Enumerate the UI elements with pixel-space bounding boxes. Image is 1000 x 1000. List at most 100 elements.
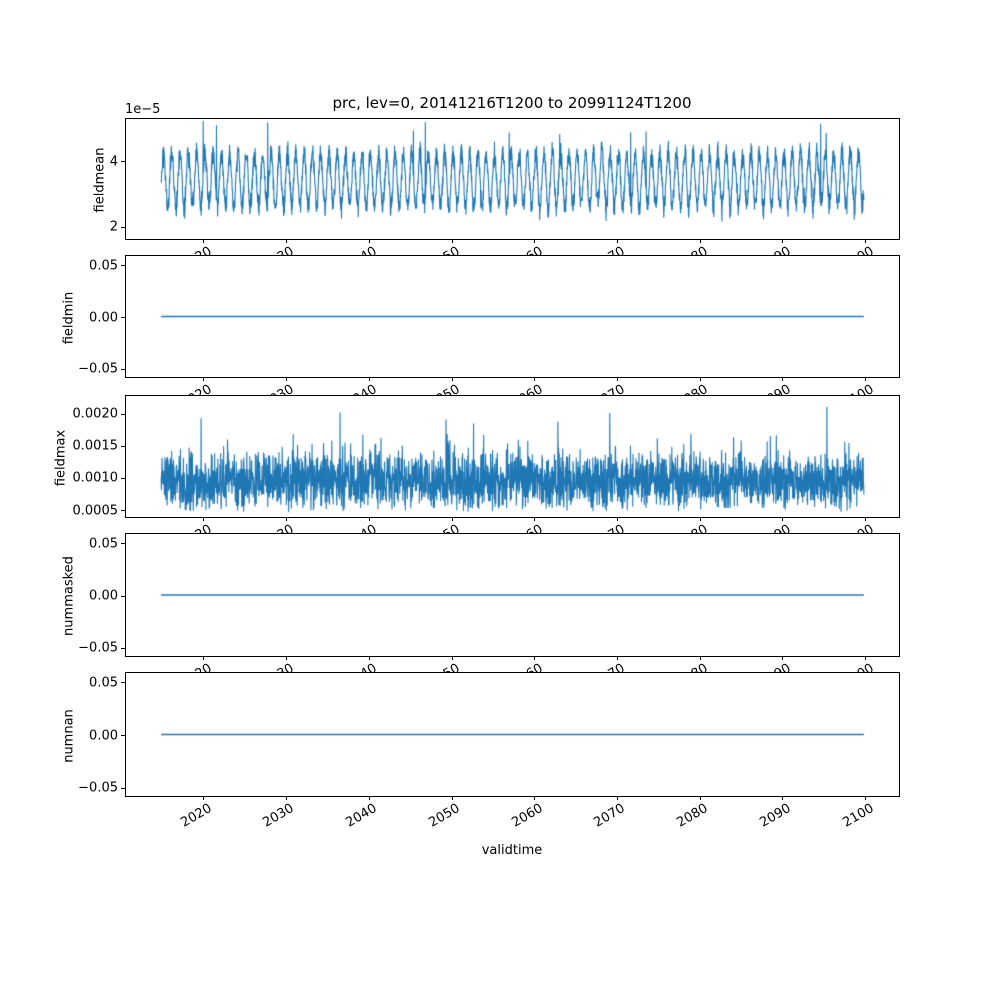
x-tick-mark — [865, 797, 867, 800]
fieldmean-series-canvas — [126, 119, 899, 239]
x-tick-mark — [699, 797, 701, 800]
x-tick-mark — [782, 797, 784, 800]
x-tick-mark — [616, 518, 618, 521]
y-tick-mark — [121, 510, 125, 512]
x-tick-mark — [451, 797, 453, 800]
x-tick-mark — [203, 797, 205, 800]
x-tick-mark — [286, 378, 288, 381]
x-tick-mark — [451, 378, 453, 381]
x-tick-mark — [286, 518, 288, 521]
nummasked-series-canvas — [126, 534, 899, 656]
y-tick-mark — [121, 265, 125, 267]
x-tick-mark — [286, 797, 288, 800]
y-tick-label: 0.0010 — [72, 470, 119, 486]
y-tick-mark — [121, 161, 125, 163]
x-tick-mark — [203, 378, 205, 381]
x-tick-mark — [368, 240, 370, 243]
x-tick-mark — [286, 240, 288, 243]
x-tick-label: 2090 — [757, 801, 794, 831]
y-tick-label: 0.00 — [89, 728, 118, 743]
x-tick-mark — [699, 240, 701, 243]
x-tick-mark — [451, 240, 453, 243]
fieldmin-axis-label: fieldmin — [61, 291, 77, 344]
x-tick-mark — [203, 518, 205, 521]
y-tick-label: −0.05 — [78, 640, 118, 656]
x-tick-mark — [368, 378, 370, 381]
y-tick-mark — [121, 445, 125, 447]
x-tick-mark — [699, 657, 701, 660]
numnan-series-canvas — [126, 673, 899, 796]
y-tick-label: 0.00 — [89, 310, 118, 325]
numnan-axis-label: numnan — [61, 708, 77, 763]
x-tick-mark — [534, 797, 536, 800]
y-tick-label: −0.05 — [78, 780, 118, 796]
x-tick-mark — [782, 657, 784, 660]
x-axis-label: validtime — [481, 843, 543, 858]
x-tick-label: 2080 — [674, 801, 711, 831]
x-tick-mark — [782, 378, 784, 381]
x-tick-label: 2100 — [840, 801, 877, 831]
y-tick-label: 0.05 — [89, 258, 118, 274]
x-tick-label: 2020 — [178, 801, 215, 831]
x-tick-mark — [368, 657, 370, 660]
x-tick-mark — [203, 657, 205, 660]
x-tick-mark — [534, 518, 536, 521]
x-tick-mark — [782, 240, 784, 243]
y-tick-mark — [121, 595, 125, 597]
x-tick-mark — [616, 240, 618, 243]
x-tick-mark — [865, 657, 867, 660]
y-tick-label: 0.05 — [89, 675, 118, 691]
y-tick-label: 4 — [109, 154, 118, 170]
subplot-numnan: numnan −0.05 0.00 0.05 2020 2030 2040 2050 2060… — [62, 672, 900, 831]
x-tick-mark — [865, 518, 867, 521]
fieldmean-offset-label: 1e−5 — [125, 102, 161, 117]
y-tick-label: −0.05 — [78, 361, 118, 377]
x-tick-label: 2030 — [260, 801, 298, 831]
y-tick-mark — [121, 317, 125, 318]
y-tick-mark — [121, 543, 125, 545]
nummasked-axis-label: nummasked — [61, 556, 77, 636]
y-tick-label: 0.0020 — [72, 406, 119, 422]
subplot-fieldmax: fieldmax 0.00050.00100.00150.00202020203… — [54, 395, 900, 552]
y-tick-label: 0.0015 — [72, 438, 119, 454]
y-tick-mark — [121, 647, 125, 649]
x-tick-mark — [451, 657, 453, 660]
x-tick-label: 2040 — [343, 801, 380, 831]
x-tick-mark — [699, 378, 701, 381]
fieldmean-axis-label: fieldmean — [92, 147, 108, 213]
y-tick-mark — [121, 787, 125, 789]
x-tick-mark — [286, 657, 288, 660]
x-tick-mark — [865, 378, 867, 381]
x-tick-mark — [699, 518, 701, 521]
x-tick-mark — [368, 797, 370, 800]
x-tick-mark — [534, 240, 536, 243]
x-tick-mark — [616, 378, 618, 381]
x-tick-mark — [865, 240, 867, 243]
y-tick-mark — [121, 682, 125, 684]
x-tick-mark — [451, 518, 453, 521]
y-tick-mark — [121, 413, 125, 415]
x-tick-mark — [534, 657, 536, 660]
y-tick-mark — [121, 735, 125, 736]
y-tick-mark — [121, 477, 125, 479]
x-tick-mark — [616, 797, 618, 800]
x-tick-label: 2050 — [426, 801, 463, 831]
fieldmax-axis-label: fieldmax — [53, 429, 69, 486]
x-tick-mark — [368, 518, 370, 521]
x-tick-mark — [616, 657, 618, 660]
fieldmin-series-canvas — [126, 256, 899, 377]
subplot-nummasked: nummasked −0.050.000.0520202030204020502… — [62, 533, 900, 691]
y-tick-label: 0.05 — [89, 536, 118, 552]
x-tick-mark — [534, 378, 536, 381]
y-tick-label: 0.00 — [89, 588, 118, 604]
x-tick-label: 2060 — [509, 801, 546, 831]
x-tick-mark — [203, 240, 205, 243]
y-tick-mark — [121, 226, 125, 228]
y-tick-mark — [121, 368, 125, 370]
fieldmax-series-canvas — [126, 396, 899, 517]
subplot-fieldmin: fieldmin −0.050.000.05202020302040205020… — [62, 255, 900, 412]
y-tick-label: 0.0005 — [72, 503, 119, 519]
y-tick-label: 2 — [109, 219, 118, 235]
x-tick-label: 2070 — [591, 801, 628, 831]
